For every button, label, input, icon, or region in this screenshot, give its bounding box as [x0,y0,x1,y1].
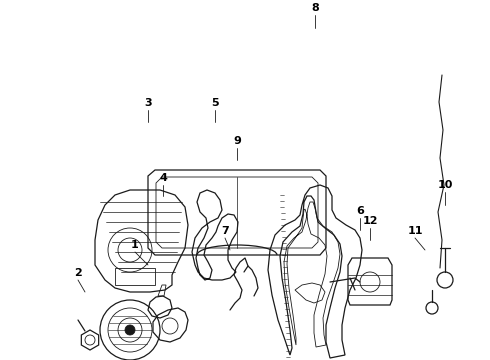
Text: 6: 6 [356,206,364,216]
Text: 7: 7 [221,226,229,236]
Text: 9: 9 [233,136,241,146]
Text: 11: 11 [407,226,423,236]
Text: 5: 5 [211,98,219,108]
Text: 8: 8 [311,3,319,13]
Circle shape [125,325,135,335]
Text: 1: 1 [131,240,139,250]
Text: 10: 10 [437,180,453,190]
Text: 3: 3 [144,98,152,108]
Text: 2: 2 [74,268,82,278]
Text: 4: 4 [159,173,167,183]
Text: 12: 12 [362,216,378,226]
